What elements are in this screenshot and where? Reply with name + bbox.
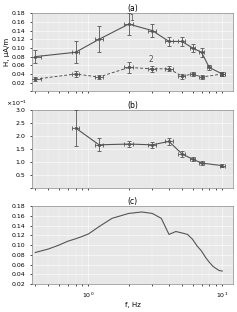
Title: (a): (a): [127, 4, 138, 13]
Title: (b): (b): [127, 100, 138, 110]
Y-axis label: H, μA/m: H, μA/m: [4, 38, 10, 66]
Text: $\times10^{-1}$: $\times10^{-1}$: [6, 99, 27, 108]
Title: (c): (c): [128, 197, 138, 206]
Text: 1: 1: [129, 14, 133, 23]
X-axis label: f, Hz: f, Hz: [125, 302, 141, 308]
Text: 2: 2: [148, 56, 153, 65]
